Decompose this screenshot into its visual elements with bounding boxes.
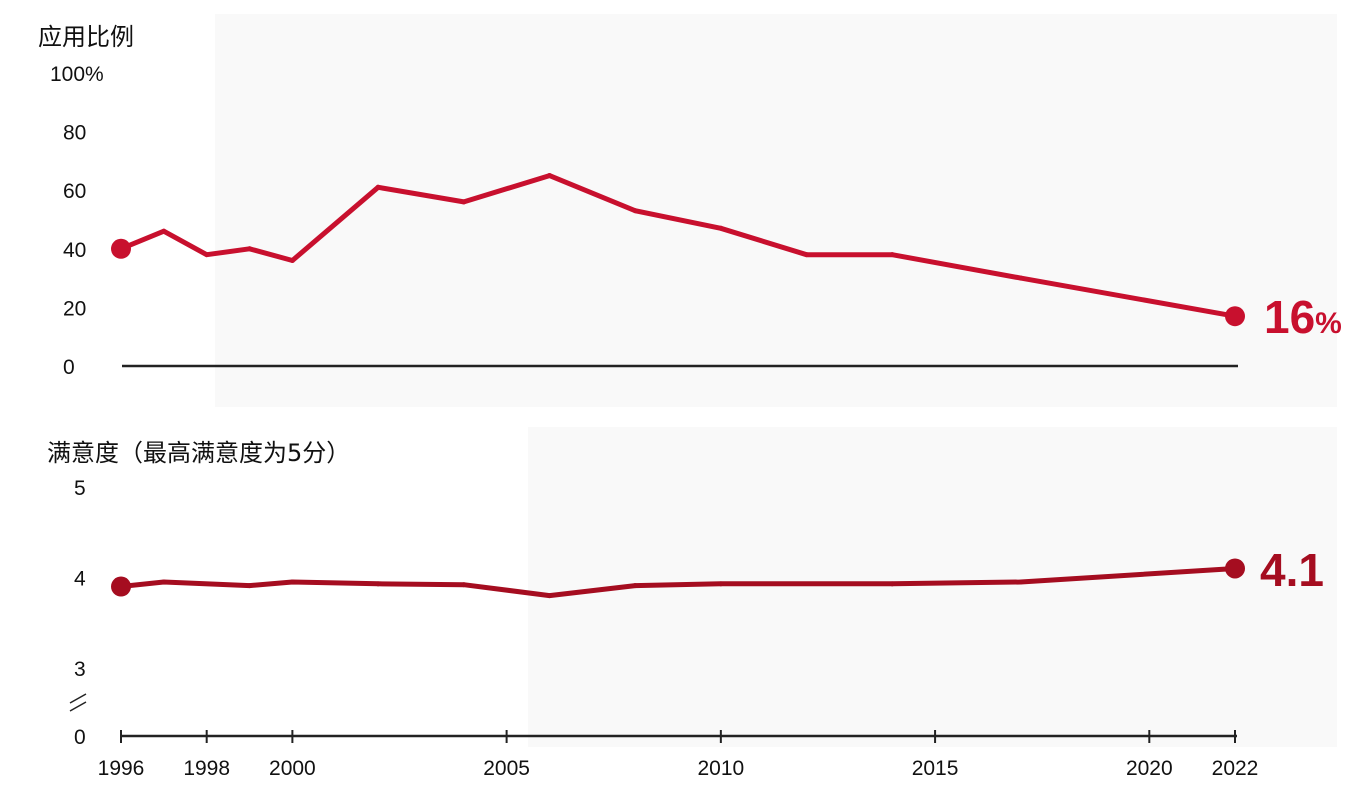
- bottom-data-point: [1225, 558, 1245, 579]
- bottom-data-point: [889, 581, 895, 587]
- bottom-data-point: [161, 579, 167, 585]
- top-y-tick-label: 100%: [50, 63, 104, 86]
- bottom-data-point: [375, 581, 381, 587]
- axis-break-icon: [69, 693, 87, 712]
- bottom-y-tick-label: 3: [74, 658, 86, 681]
- top-end-value: 16: [1264, 291, 1315, 343]
- x-tick-label: 2000: [269, 757, 316, 780]
- top-data-point: [289, 258, 295, 264]
- x-tick-label: 2010: [697, 757, 744, 780]
- bottom-data-point: [1018, 579, 1024, 585]
- top-data-point: [718, 225, 724, 231]
- top-data-point: [375, 184, 381, 190]
- top-data-point: [461, 199, 467, 205]
- top-data-point: [1018, 275, 1024, 281]
- top-data-point: [889, 252, 895, 258]
- bottom-series-group: [111, 558, 1245, 599]
- x-axis-ticks: 1996 1998 2000 2005 2010 2015 2020 2022: [98, 730, 1259, 780]
- top-series-group: [111, 173, 1245, 327]
- top-data-point: [1225, 306, 1245, 327]
- bottom-y-tick-label: 0: [74, 726, 86, 749]
- x-tick-label: 2015: [912, 757, 959, 780]
- bottom-data-point: [247, 583, 253, 589]
- x-tick-label: 2020: [1126, 757, 1173, 780]
- top-data-point: [632, 208, 638, 214]
- top-end-unit: %: [1315, 307, 1342, 340]
- bottom-y-tick-label: 4: [74, 568, 86, 591]
- bottom-data-point: [289, 579, 295, 585]
- bottom-data-point: [632, 583, 638, 589]
- top-data-point: [161, 228, 167, 234]
- top-end-label: 16%: [1264, 291, 1342, 343]
- top-data-point: [804, 252, 810, 258]
- x-tick-label: 2005: [483, 757, 530, 780]
- x-tick-label: 2022: [1212, 757, 1259, 780]
- bottom-data-point: [111, 576, 131, 597]
- top-series-line: [118, 173, 1238, 319]
- bottom-end-label: 4.1: [1260, 544, 1324, 596]
- bottom-y-tick-labels: 5 4 3 0: [74, 477, 86, 749]
- top-y-tick-label: 80: [63, 122, 86, 145]
- bottom-chart-title: 满意度（最高满意度为5分）: [47, 439, 350, 467]
- bottom-y-tick-label: 5: [74, 477, 86, 500]
- top-y-tick-labels: 100% 80 60 40 20 0: [50, 63, 104, 379]
- top-data-point: [204, 252, 210, 258]
- top-data-point: [111, 238, 131, 259]
- top-data-point: [546, 173, 552, 179]
- bottom-data-point: [461, 582, 467, 588]
- top-y-tick-label: 0: [63, 356, 75, 379]
- bottom-data-point: [718, 581, 724, 587]
- bottom-series-line: [118, 566, 1238, 599]
- top-y-tick-label: 40: [63, 239, 86, 262]
- top-chart-title: 应用比例: [38, 23, 134, 51]
- x-tick-label: 1998: [183, 757, 230, 780]
- top-y-tick-label: 20: [63, 297, 86, 320]
- top-data-point: [247, 246, 253, 252]
- top-panel-background: [215, 14, 1337, 407]
- bottom-data-point: [546, 593, 552, 599]
- x-tick-label: 1996: [98, 757, 145, 780]
- top-y-tick-label: 60: [63, 180, 86, 203]
